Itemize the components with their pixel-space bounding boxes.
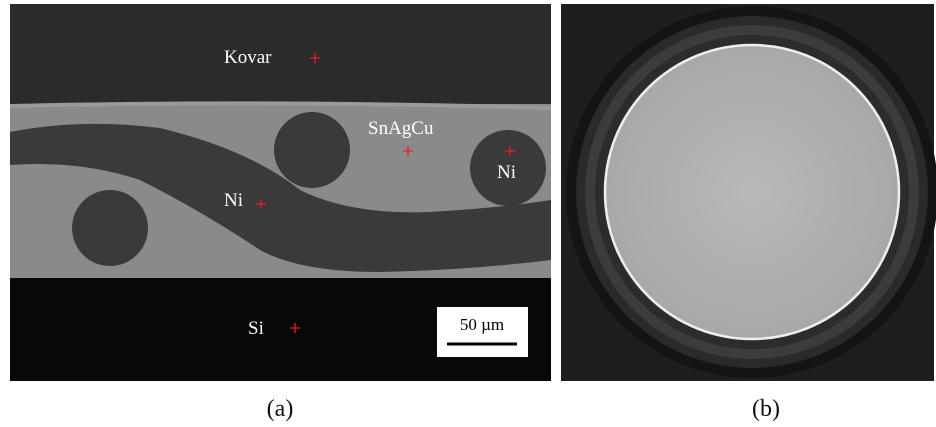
panel-a: Kovar SnAgCu Ni Ni Si 50 µm (a)	[10, 4, 551, 422]
page: Kovar SnAgCu Ni Ni Si 50 µm (a) (b) (() …	[0, 0, 936, 427]
annotation: Kovar	[224, 47, 272, 68]
ni-ball	[72, 190, 148, 266]
scale-bar-label: 50 µm	[460, 315, 504, 334]
annotation: Si	[248, 318, 264, 339]
figure: Kovar SnAgCu Ni Ni Si 50 µm (a) (b)	[0, 0, 936, 427]
annotation: Ni	[497, 162, 516, 183]
core-disk	[605, 45, 899, 339]
annotation: SnAgCu	[368, 118, 434, 139]
panel-b: (b)	[561, 4, 936, 422]
annotation: Ni	[224, 190, 243, 211]
panel-label: (b)	[752, 396, 780, 422]
panel-label: (a)	[267, 396, 294, 422]
ni-ball	[274, 112, 350, 188]
